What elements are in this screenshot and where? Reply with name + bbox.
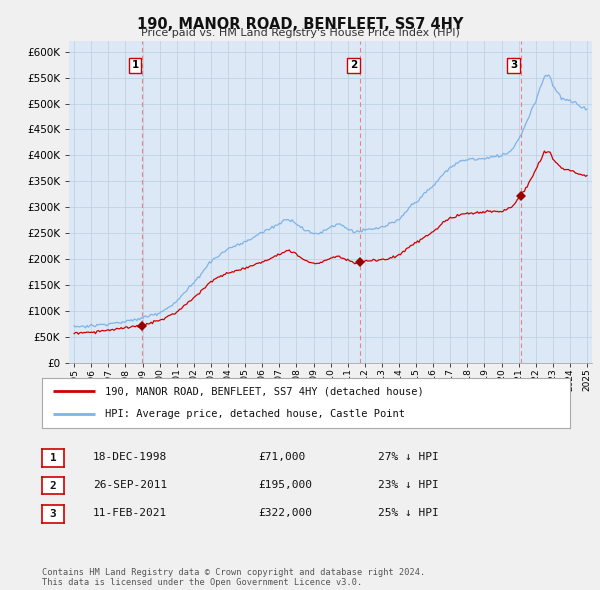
Text: Contains HM Land Registry data © Crown copyright and database right 2024.
This d: Contains HM Land Registry data © Crown c…	[42, 568, 425, 587]
Text: 25% ↓ HPI: 25% ↓ HPI	[378, 509, 439, 518]
Text: 23% ↓ HPI: 23% ↓ HPI	[378, 480, 439, 490]
Text: 11-FEB-2021: 11-FEB-2021	[93, 509, 167, 518]
Text: HPI: Average price, detached house, Castle Point: HPI: Average price, detached house, Cast…	[106, 409, 406, 419]
Text: £71,000: £71,000	[258, 453, 305, 462]
Text: Price paid vs. HM Land Registry's House Price Index (HPI): Price paid vs. HM Land Registry's House …	[140, 28, 460, 38]
Text: 1: 1	[131, 60, 139, 70]
Text: 3: 3	[510, 60, 517, 70]
Text: 18-DEC-1998: 18-DEC-1998	[93, 453, 167, 462]
Text: 190, MANOR ROAD, BENFLEET, SS7 4HY: 190, MANOR ROAD, BENFLEET, SS7 4HY	[137, 17, 463, 31]
Text: £322,000: £322,000	[258, 509, 312, 518]
Text: 1: 1	[50, 453, 56, 463]
Text: 2: 2	[50, 481, 56, 490]
Text: £195,000: £195,000	[258, 480, 312, 490]
Text: 26-SEP-2011: 26-SEP-2011	[93, 480, 167, 490]
Text: 27% ↓ HPI: 27% ↓ HPI	[378, 453, 439, 462]
Text: 3: 3	[50, 509, 56, 519]
Text: 190, MANOR ROAD, BENFLEET, SS7 4HY (detached house): 190, MANOR ROAD, BENFLEET, SS7 4HY (deta…	[106, 386, 424, 396]
Text: 2: 2	[350, 60, 357, 70]
